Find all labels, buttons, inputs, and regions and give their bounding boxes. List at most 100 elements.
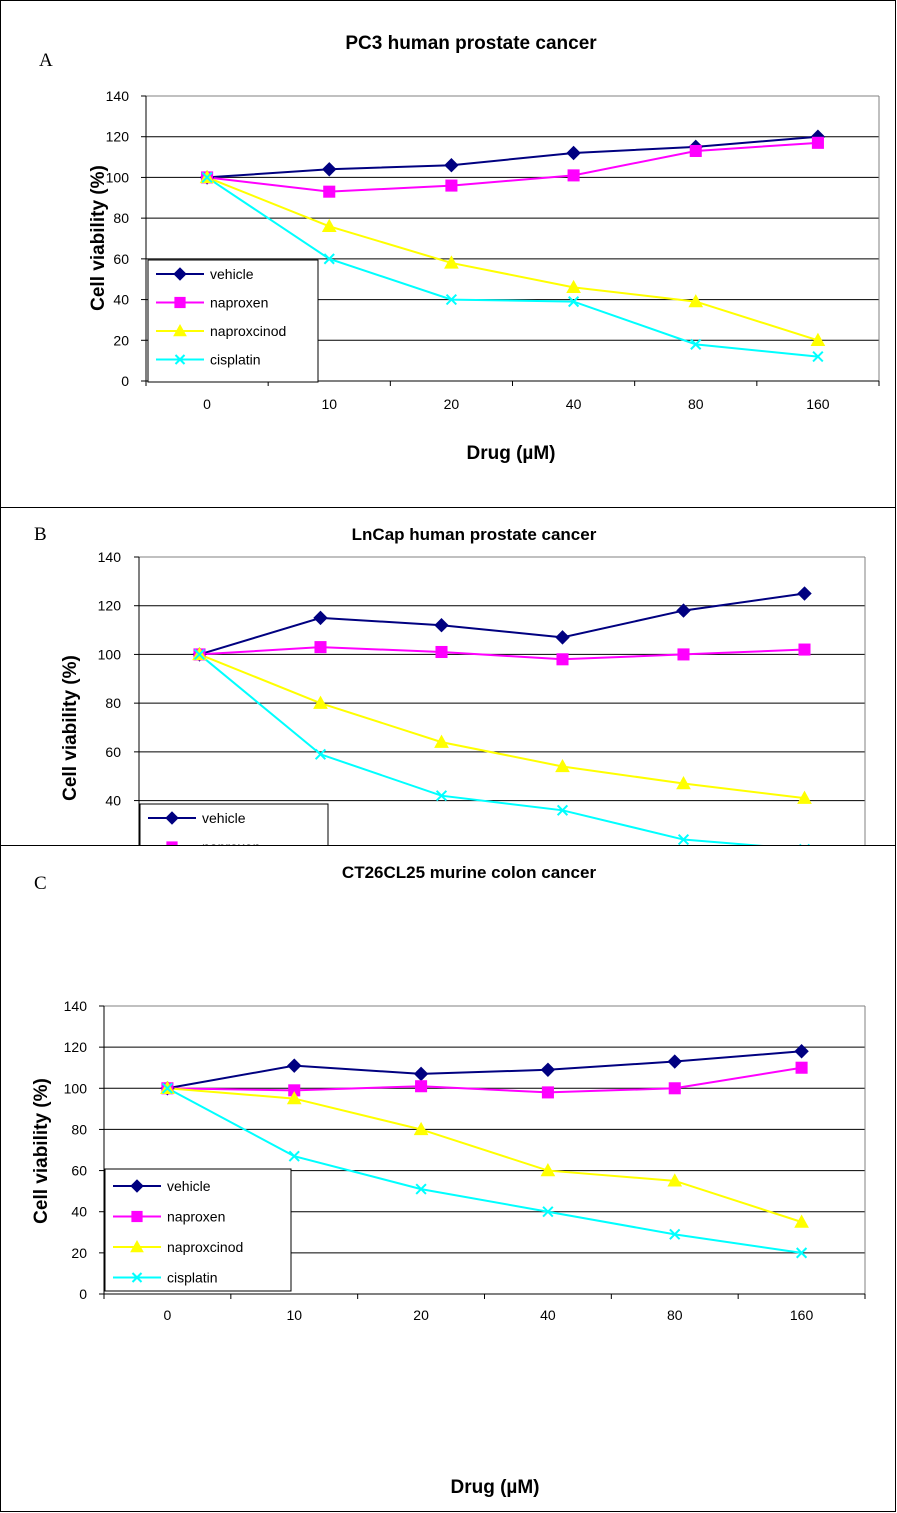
data-point-0-5: [797, 586, 812, 601]
data-point-1-1: [323, 185, 336, 198]
data-point-3-3: [568, 296, 580, 308]
data-point-0-2: [413, 1066, 429, 1082]
data-point-3-4: [677, 833, 690, 846]
data-point-2-5: [810, 332, 826, 346]
y-tick-label: 20: [105, 841, 121, 847]
legend: vehicle naproxen naproxcinod cisplatin: [147, 259, 319, 383]
data-point-0-1: [313, 610, 328, 626]
y-tick-label: 140: [64, 998, 88, 1014]
x-tick-label: 80: [667, 1307, 683, 1323]
x-mark-stroke: [568, 296, 580, 308]
y-tick-label: 0: [79, 1286, 87, 1302]
x-mark-stroke: [669, 1228, 681, 1240]
legend-box: [139, 803, 329, 847]
data-point-2-4: [676, 775, 691, 790]
x-axis-label: Drug (µM): [450, 1477, 539, 1498]
x-tick-label: 0: [164, 1307, 172, 1323]
x-tick-label: 0: [203, 396, 211, 412]
data-point-1-5: [795, 1061, 808, 1074]
data-point-1-5: [811, 136, 824, 149]
data-point-0-1: [287, 1058, 302, 1073]
data-point-1-4: [689, 144, 702, 157]
x-mark-stroke: [174, 354, 186, 365]
x-mark-stroke: [201, 171, 213, 184]
legend-box: [147, 259, 319, 383]
data-point-1-2: [415, 1080, 428, 1093]
chart-title: PC3 human prostate cancer: [345, 33, 597, 54]
data-point-1-legend: [174, 296, 186, 309]
y-axis-label: Cell viability (%): [31, 1078, 52, 1224]
data-point-2-3: [555, 758, 570, 773]
y-axis-label: Cell viability (%): [88, 165, 109, 311]
series-line-naproxcinod: [206, 176, 819, 342]
legend-label-naproxcinod: naproxcinod: [167, 1239, 243, 1255]
legend-label-vehicle: vehicle: [167, 1178, 211, 1194]
x-tick-label: 160: [790, 1307, 814, 1323]
legend-label-cisplatin: cisplatin: [210, 352, 261, 368]
data-point-2-1: [286, 1091, 302, 1105]
series-line-vehicle: [167, 1050, 802, 1090]
series-line-cisplatin: [206, 176, 819, 358]
series-line-naproxcinod: [199, 653, 805, 800]
data-point-3-0: [201, 171, 213, 184]
y-tick-label: 40: [113, 292, 129, 308]
x-tick-label: 10: [286, 1307, 302, 1323]
data-point-1-3: [541, 1086, 554, 1099]
data-point-2-5: [797, 790, 812, 804]
x-mark-stroke: [161, 1082, 173, 1094]
y-tick-label: 120: [64, 1039, 88, 1055]
y-tick-label: 140: [106, 88, 130, 104]
data-point-3-1: [314, 748, 327, 760]
data-point-2-2: [413, 1121, 429, 1136]
chart-panel-c: C CT26CL25 murine colon cancer 0 20 40 60 80 10…: [0, 845, 896, 1512]
x-mark-stroke: [677, 833, 690, 846]
data-point-3-1: [323, 253, 335, 265]
data-point-3-2: [435, 790, 448, 802]
data-point-0-4: [667, 1054, 682, 1069]
data-point-2-legend: [130, 1239, 144, 1253]
chart-title: LnCap human prostate cancer: [352, 525, 597, 544]
x-tick-label: 80: [688, 396, 704, 412]
y-tick-label: 0: [121, 373, 129, 389]
legend-label-naproxen: naproxen: [167, 1209, 225, 1225]
data-point-1-3: [567, 169, 580, 182]
x-axis-label: Drug (µM): [466, 443, 555, 464]
data-point-1-2: [435, 645, 448, 659]
data-point-0-3: [566, 145, 581, 161]
y-tick-label: 100: [106, 169, 130, 185]
x-mark-stroke: [314, 748, 327, 760]
data-point-2-3: [540, 1163, 556, 1177]
data-point-2-5: [794, 1214, 809, 1228]
data-point-0-3: [540, 1062, 556, 1077]
data-point-0-legend: [165, 811, 179, 825]
y-tick-label: 40: [105, 793, 121, 809]
legend-label-vehicle: vehicle: [210, 266, 254, 282]
y-tick-label: 40: [71, 1204, 87, 1220]
data-point-1-1: [314, 641, 327, 654]
x-tick-label: 20: [444, 396, 460, 412]
data-point-0-4: [676, 603, 691, 618]
y-tick-label: 140: [98, 549, 122, 565]
y-tick-label: 120: [106, 129, 130, 145]
data-point-1-4: [677, 648, 690, 661]
y-tick-label: 100: [98, 646, 122, 662]
data-point-0-legend: [130, 1179, 144, 1193]
legend-label-cisplatin: cisplatin: [167, 1270, 218, 1286]
legend-label-naproxen: naproxen: [202, 839, 260, 847]
x-tick-label: 40: [566, 396, 582, 412]
legend-label-vehicle: vehicle: [202, 810, 246, 826]
data-point-3-3: [542, 1206, 554, 1218]
data-point-1-5: [798, 643, 811, 656]
data-point-3-0: [161, 1082, 173, 1094]
y-tick-label: 60: [105, 744, 121, 760]
panel-letter: C: [34, 873, 47, 894]
x-tick-label: 20: [413, 1307, 429, 1323]
series-line-naproxen: [206, 141, 818, 193]
data-point-0-3: [555, 630, 570, 645]
x-mark-stroke: [796, 1247, 808, 1259]
x-mark-stroke: [415, 1183, 427, 1195]
series-line-naproxcinod: [167, 1087, 802, 1223]
